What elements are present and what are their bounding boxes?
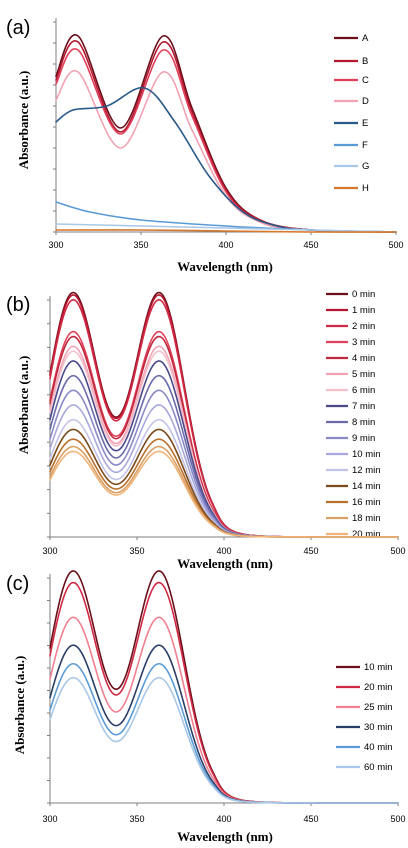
x-axis-ticks-b: 300 350 400 450 500 <box>42 546 405 556</box>
legend-b: 0 min 1 min 2 min 3 min 4 min 5 min 6 mi… <box>326 289 381 540</box>
series-group <box>49 570 399 804</box>
legend-label: G <box>362 161 369 172</box>
legend-label: 40 min <box>364 742 393 753</box>
series-line <box>49 662 399 804</box>
legend-label: 9 min <box>352 433 375 444</box>
series-group <box>49 291 399 538</box>
series-line <box>49 330 399 538</box>
legend-label: 16 min <box>352 497 381 508</box>
panel-a: (a) Absorbance (a.u.) Wavelength (nm) 30… <box>6 17 404 274</box>
series-line <box>55 48 397 233</box>
legend-a: A B C D E F G H <box>334 33 369 194</box>
series-line <box>55 69 397 233</box>
series-group <box>55 34 397 233</box>
legend-label: F <box>362 140 368 151</box>
legend-label: 14 min <box>352 481 381 492</box>
series-line <box>49 581 399 804</box>
x-tick-label: 500 <box>388 240 403 250</box>
x-axis-title-c: Wavelength (nm) <box>177 829 273 844</box>
legend-label: 7 min <box>352 401 375 412</box>
legend-label: 18 min <box>352 513 381 524</box>
legend-label: C <box>362 75 369 86</box>
x-tick-label: 350 <box>129 814 144 824</box>
legend-label: A <box>362 33 369 44</box>
y-axis-title-b: Absorbance (a.u.) <box>16 356 31 455</box>
x-tick-label: 400 <box>218 240 233 250</box>
legend-label: 12 min <box>352 465 381 476</box>
legend-label: 20 min <box>364 682 393 693</box>
x-axis-title-a: Wavelength (nm) <box>177 259 273 274</box>
x-tick-label: 350 <box>133 240 148 250</box>
legend-label: 5 min <box>352 369 375 380</box>
legend-label: 25 min <box>364 702 393 713</box>
x-tick-label: 400 <box>216 814 231 824</box>
series-line <box>55 223 397 233</box>
legend-label: 0 min <box>352 289 375 300</box>
x-tick-label: 300 <box>42 814 57 824</box>
x-tick-label: 500 <box>390 546 405 556</box>
series-line <box>49 676 399 804</box>
x-tick-label: 500 <box>390 814 405 824</box>
x-axis-title-b: Wavelength (nm) <box>177 556 273 571</box>
y-axis-title-c: Absorbance (a.u.) <box>12 656 27 755</box>
x-tick-label: 450 <box>303 546 318 556</box>
legend-label: 8 min <box>352 417 375 428</box>
legend-label: 10 min <box>364 662 393 673</box>
series-line <box>49 335 399 538</box>
x-tick-label: 400 <box>216 546 231 556</box>
x-tick-label: 300 <box>48 240 63 250</box>
x-axis-ticks-a: 300 350 400 450 500 <box>48 240 403 250</box>
panel-label-b: (b) <box>6 294 30 316</box>
y-axis-title-a: Absorbance (a.u.) <box>16 71 31 170</box>
legend-label: 1 min <box>352 305 375 316</box>
series-line <box>55 229 397 233</box>
series-line <box>49 450 399 538</box>
legend-label: 2 min <box>352 321 375 332</box>
panel-c: (c) Absorbance (a.u.) Wavelength (nm) 30… <box>6 570 406 844</box>
x-tick-label: 450 <box>303 240 318 250</box>
legend-label: 6 min <box>352 385 375 396</box>
x-axis-ticks-c: 300 350 400 450 500 <box>42 814 405 824</box>
x-tick-label: 450 <box>303 814 318 824</box>
series-line <box>49 616 399 804</box>
legend-c: 10 min 20 min 25 min 30 min 40 min 60 mi… <box>336 662 393 773</box>
legend-label: E <box>362 118 368 129</box>
panel-label-a: (a) <box>6 17 30 39</box>
legend-label: 3 min <box>352 337 375 348</box>
series-line <box>55 40 397 233</box>
x-tick-label: 300 <box>42 546 57 556</box>
legend-label: 20 min <box>352 529 381 540</box>
legend-label: 30 min <box>364 722 393 733</box>
series-line <box>49 350 399 538</box>
x-tick-label: 350 <box>129 546 144 556</box>
panel-label-c: (c) <box>6 573 29 595</box>
legend-label: H <box>362 183 369 194</box>
panel-b: (b) Absorbance (a.u.) Wavelength (nm) 30… <box>6 289 406 571</box>
legend-label: D <box>362 96 369 107</box>
legend-label: B <box>362 56 368 67</box>
axes <box>47 574 399 806</box>
legend-label: 4 min <box>352 353 375 364</box>
legend-label: 60 min <box>364 762 393 773</box>
legend-label: 10 min <box>352 449 381 460</box>
